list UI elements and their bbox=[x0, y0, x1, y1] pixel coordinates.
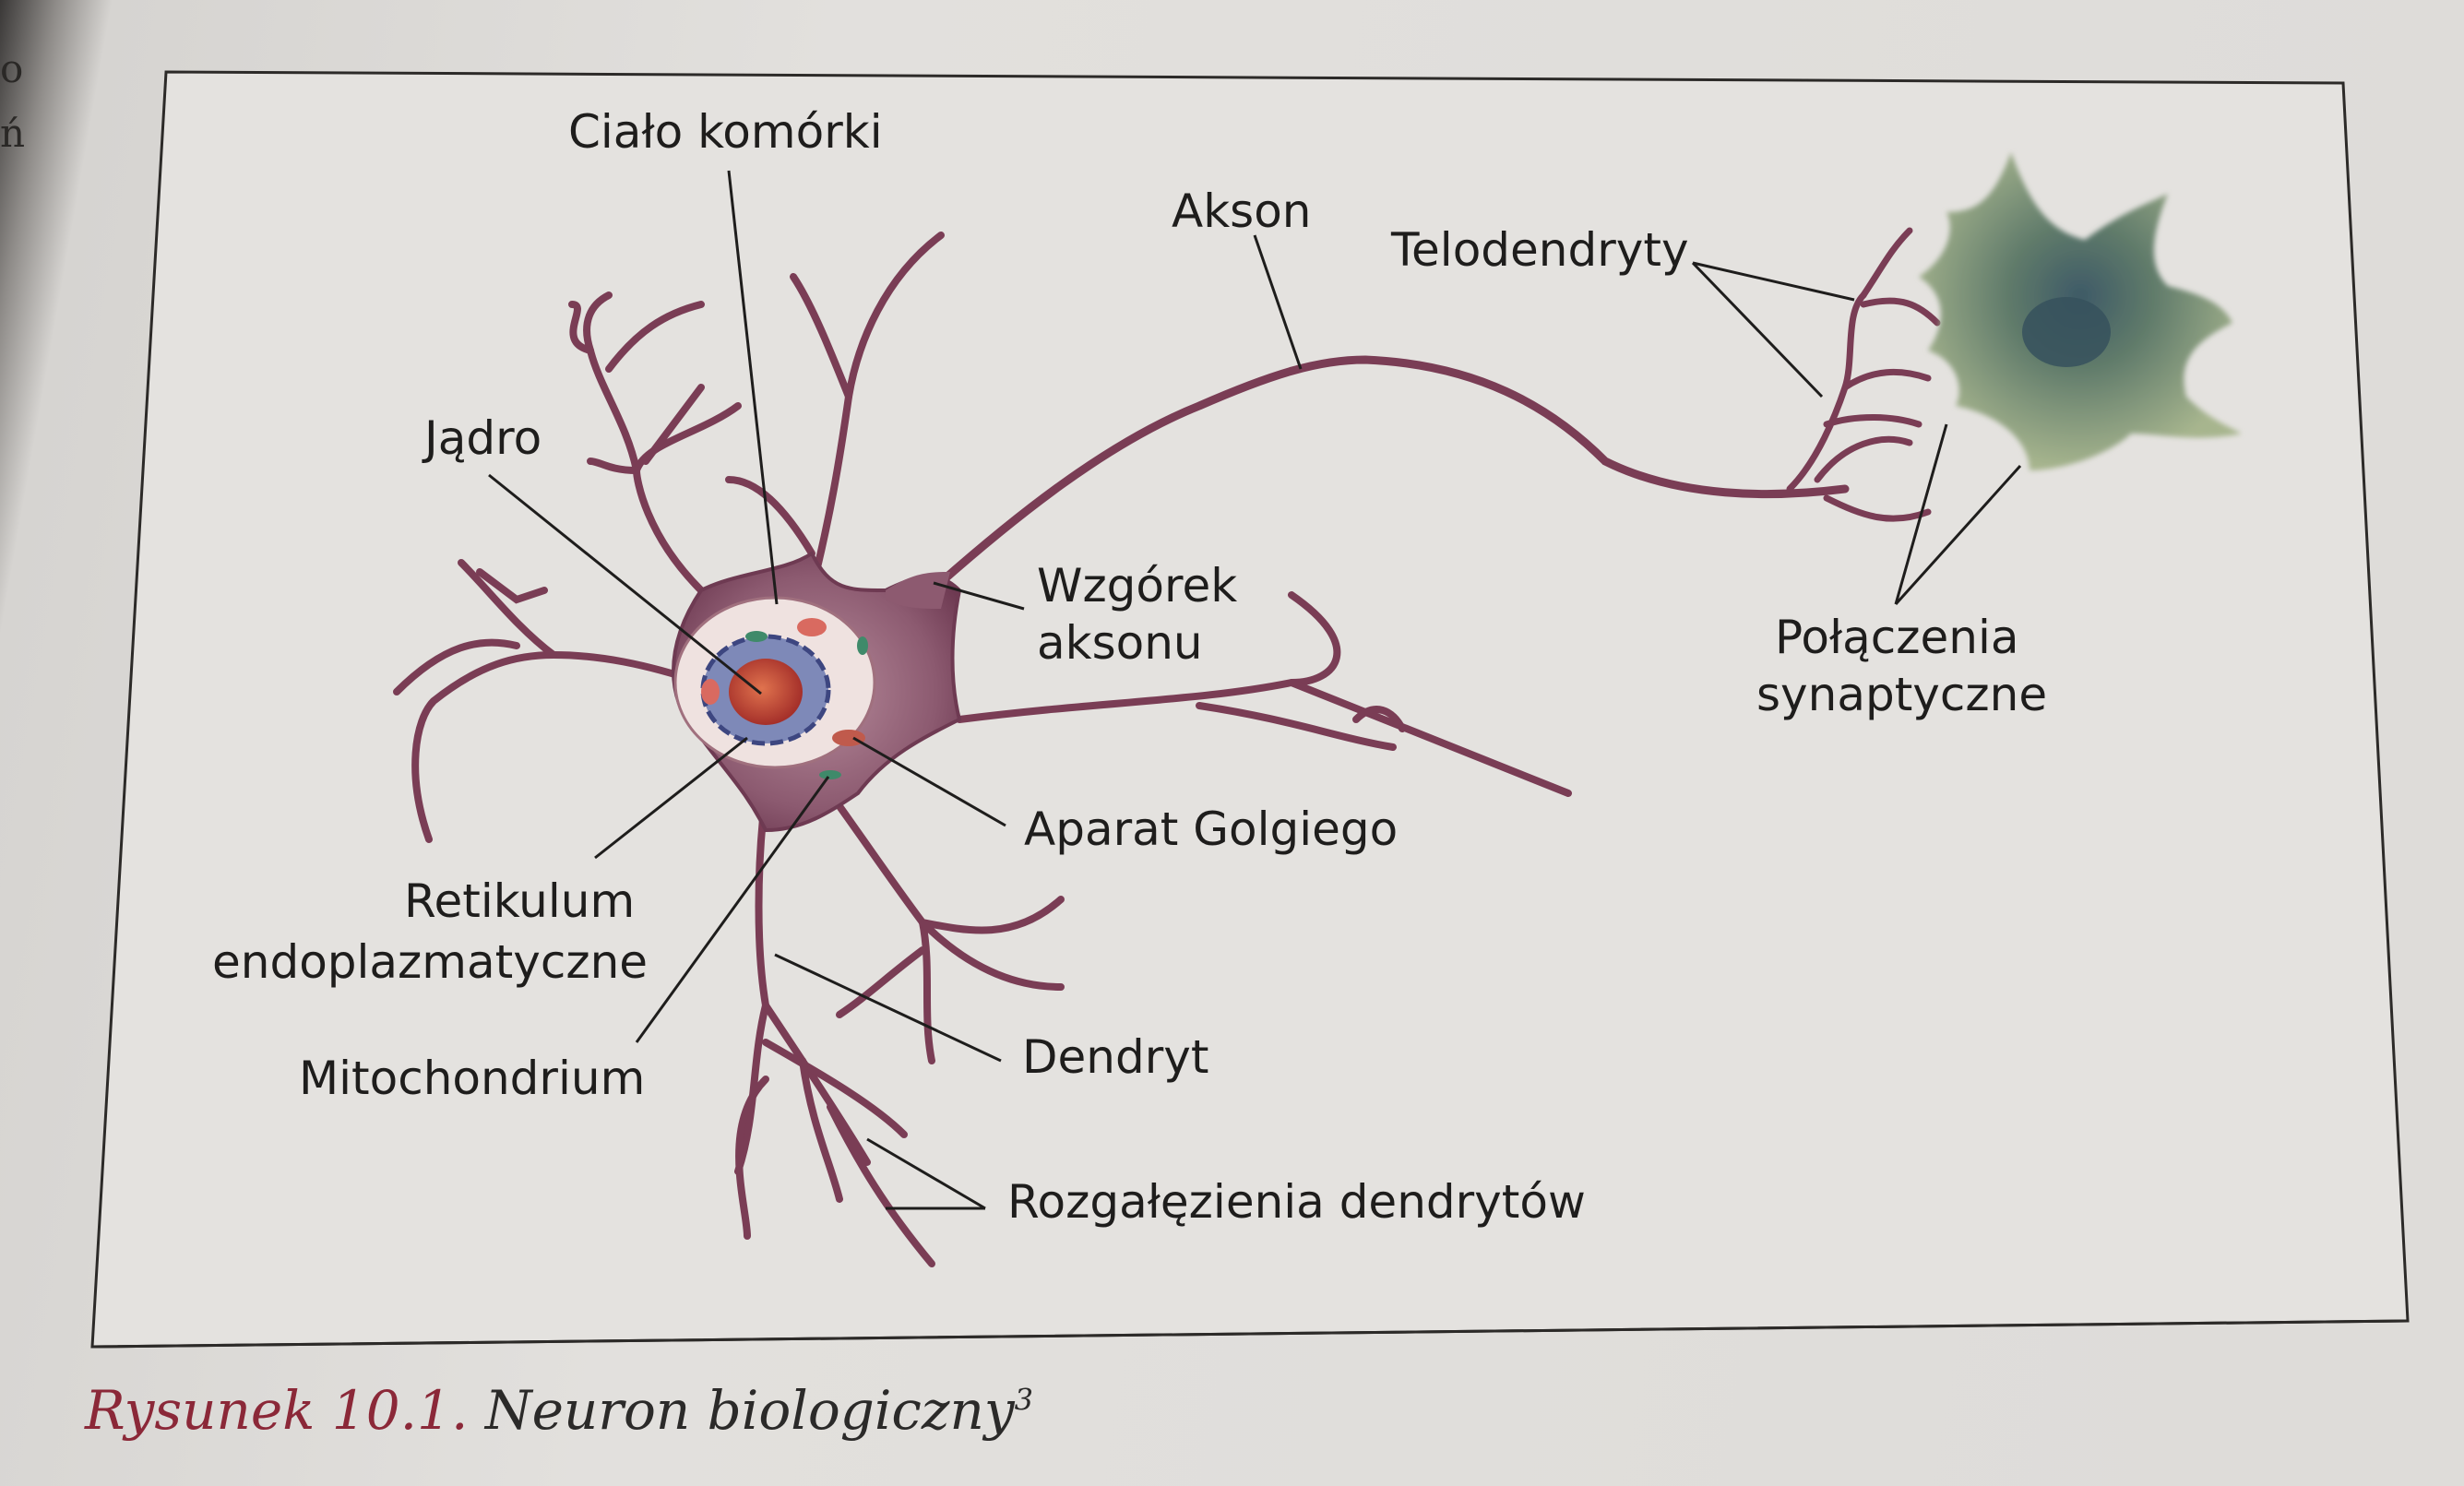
label-cell-body: Ciało komórki bbox=[568, 105, 883, 159]
label-nucleus: Jądro bbox=[424, 411, 542, 465]
target-cell-nucleus bbox=[2022, 297, 2111, 367]
golgi-apparatus bbox=[832, 730, 865, 746]
label-mitochondrion: Mitochondrium bbox=[299, 1052, 646, 1105]
caption-title: Neuron biologiczny bbox=[484, 1379, 1015, 1442]
margin-text: o bbox=[0, 46, 24, 91]
caption-footnote: 3 bbox=[1014, 1382, 1033, 1418]
nucleus bbox=[729, 659, 803, 725]
label-axon: Akson bbox=[1172, 184, 1312, 238]
telodendria bbox=[1786, 227, 1941, 522]
mitochondrion bbox=[819, 770, 841, 779]
caption-rule bbox=[91, 1319, 2409, 1349]
dendrite-branches bbox=[393, 232, 1572, 1267]
label-synapses-line2: synaptyczne bbox=[1756, 668, 2048, 721]
pointer-lines bbox=[488, 170, 2022, 1210]
label-synapses-line1: Połączenia bbox=[1775, 611, 2019, 664]
label-reticulum-line2: endoplazmatyczne bbox=[212, 935, 649, 989]
axon-path bbox=[927, 355, 1850, 595]
label-dendrite-branches: Rozgałęzienia dendrytów bbox=[1007, 1175, 1586, 1229]
axon-hillock bbox=[886, 572, 950, 609]
organelle-red bbox=[701, 679, 720, 705]
label-reticulum-line1: Retikulum bbox=[404, 874, 636, 928]
caption-prefix: Rysunek 10.1. bbox=[85, 1379, 469, 1442]
figure-caption: Rysunek 10.1. Neuron biologiczny3 bbox=[85, 1379, 1033, 1442]
mitochondrion bbox=[745, 631, 768, 642]
label-golgi: Aparat Golgiego bbox=[1024, 802, 1399, 856]
margin-text: ń bbox=[0, 111, 26, 156]
label-dendrite: Dendryt bbox=[1022, 1030, 1209, 1084]
label-axon-hillock-line1: Wzgórek bbox=[1037, 559, 1238, 612]
label-axon-hillock-line2: aksonu bbox=[1037, 616, 1203, 670]
mitochondrion bbox=[857, 636, 868, 655]
organelle-red bbox=[797, 618, 827, 636]
label-telodendria: Telodendryty bbox=[1391, 223, 1689, 277]
